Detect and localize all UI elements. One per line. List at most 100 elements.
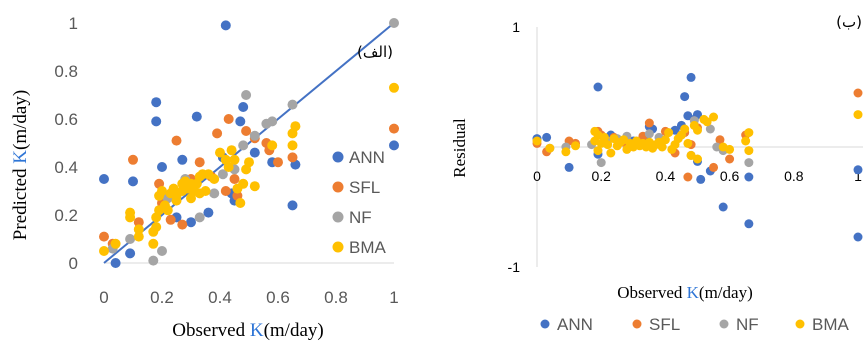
- panel-b-point-bma: [603, 140, 613, 150]
- panel-b-point-bma: [725, 144, 735, 154]
- panel-a-point-ann: [220, 20, 231, 31]
- panel-a-legend-marker-ann: [332, 151, 344, 163]
- panel-a-point-bma: [235, 198, 246, 208]
- panel-a-point-ann: [128, 176, 138, 187]
- panel-a-point-nf: [157, 246, 167, 256]
- panel-b-point-sfl: [644, 118, 654, 128]
- panel-a-point-ann: [177, 154, 188, 165]
- panel-a-legend-label-ann: ANN: [349, 148, 385, 167]
- panel-b-point-ann: [718, 202, 728, 212]
- panel-a-point-sfl: [223, 114, 234, 124]
- panel-a-point-ann: [110, 258, 121, 268]
- panel-a-x-tick-label: 0.6: [266, 288, 290, 307]
- panel-b-point-ann: [744, 219, 754, 229]
- panel-b-point-nf: [644, 129, 654, 139]
- panel-b-point-bma: [680, 124, 690, 134]
- panel-a-point-ann: [287, 200, 298, 211]
- panel-b-point-sfl: [853, 88, 863, 98]
- panel-b-legend-marker-sfl: [632, 319, 642, 329]
- panel-a-series-nf: [107, 18, 399, 266]
- panel-a-point-bma: [244, 157, 254, 168]
- panel-a-point-bma: [290, 121, 301, 132]
- panel-b-legend-label-ann: ANN: [557, 315, 593, 334]
- panel-a-series-bma: [99, 82, 399, 256]
- panel-a-point-ann: [125, 248, 136, 259]
- panel-a-point-ann: [191, 111, 202, 122]
- panel-b-point-nf: [596, 158, 606, 168]
- panel-a-legend-label-sfl: SFL: [349, 178, 380, 197]
- panel-a-point-ann: [389, 140, 399, 151]
- panel-a-point-ann: [238, 102, 249, 112]
- panel-b-point-bma: [561, 147, 571, 157]
- panel-b-legend-marker-bma: [795, 319, 805, 329]
- panel-b-point-nf: [705, 124, 715, 134]
- panel-b-point-ann: [696, 174, 706, 184]
- panel-b-x-tick-label: 0.8: [784, 168, 804, 184]
- panel-a-point-bma: [209, 174, 220, 184]
- panel-a-point-bma: [157, 186, 167, 196]
- panel-a-x-tick-label: 1: [389, 288, 398, 307]
- panel-b-point-sfl: [709, 162, 719, 172]
- panel-b-point-bma: [702, 117, 712, 127]
- panel-b-legend-marker-ann: [540, 319, 550, 329]
- panel-a-point-bma: [226, 145, 237, 156]
- panel-b-x-axis-title-suffix: (m/day): [699, 283, 753, 302]
- panel-a-point-sfl: [194, 157, 205, 168]
- panel-a-point-sfl: [165, 214, 176, 225]
- panel-a-point-sfl: [133, 217, 144, 228]
- panel-a-point-sfl: [99, 231, 109, 242]
- panel-a-point-nf: [241, 90, 252, 100]
- panel-b-point-bma: [532, 136, 542, 146]
- panel-a-point-ann: [151, 116, 162, 127]
- panel-a-point-nf: [148, 255, 159, 266]
- panel-b-point-ann: [593, 82, 603, 92]
- panel-b-chart: 0 0.2 0.4 0.6 0.8 1 1 -1 (ب) Residual Observed…: [450, 13, 863, 334]
- panel-b-point-sfl: [725, 154, 735, 164]
- panel-b-point-bma: [683, 138, 693, 148]
- panel-b-point-ann: [853, 165, 863, 175]
- panel-a-y-tick-label: 0.2: [54, 206, 78, 225]
- panel-a-y-tick-label: 1: [69, 14, 78, 33]
- panel-b-point-bma: [693, 125, 702, 135]
- panel-b-x-axis-title-prefix: Observed: [617, 283, 686, 302]
- panel-b-point-sfl: [683, 172, 693, 182]
- panel-a-point-nf: [209, 188, 220, 199]
- panel-b-point-ann: [853, 232, 863, 242]
- panel-a-point-bma: [249, 181, 260, 192]
- panel-a-point-bma: [389, 82, 399, 93]
- panel-b-y-tick-label: 1: [512, 19, 520, 35]
- panel-a-x-tick-label: 0.8: [324, 288, 348, 307]
- panel-a-point-nf: [389, 18, 399, 28]
- panel-b-point-ann: [564, 162, 574, 172]
- panel-b-point-sfl: [715, 135, 725, 145]
- panel-b-point-bma: [657, 142, 667, 152]
- panel-a-point-ann: [249, 147, 260, 158]
- panel-b-x-tick-label: 0: [533, 168, 541, 184]
- panel-b-point-bma: [606, 148, 616, 158]
- panel-a-point-bma: [125, 207, 136, 218]
- panel-b-point-bma: [664, 128, 674, 138]
- panel-b-point-ann: [680, 92, 690, 102]
- panel-a-point-sfl: [212, 128, 223, 139]
- panel-a-x-axis-title: Observed K(m/day): [172, 320, 323, 341]
- panel-a-label: (الف): [357, 43, 393, 61]
- panel-b-point-bma: [709, 112, 719, 122]
- panel-b-point-bma: [741, 136, 751, 146]
- panel-a-point-bma: [223, 162, 234, 172]
- panel-b-point-bma: [744, 128, 754, 138]
- panel-a-point-sfl: [389, 123, 399, 134]
- panel-a-point-sfl: [287, 152, 298, 163]
- panel-b-label: (ب): [836, 13, 862, 31]
- panel-b-point-bma: [599, 132, 609, 142]
- panel-a-point-sfl: [171, 135, 182, 146]
- panel-a-point-ann: [151, 97, 162, 108]
- panel-b-legend: ANN SFL NF BMA: [540, 315, 850, 334]
- panel-a-y-axis-title: Predicted K(m/day): [10, 90, 31, 240]
- panel-a-x-tick-label: 0.2: [150, 288, 174, 307]
- panel-b-x-tick-label: 0.4: [656, 168, 676, 184]
- panel-a-y-axis-title-suffix: (m/day): [10, 90, 31, 150]
- panel-a-point-bma: [162, 205, 173, 216]
- panel-a-y-tick-label: 0.8: [54, 62, 78, 81]
- panel-a-point-bma: [99, 246, 109, 256]
